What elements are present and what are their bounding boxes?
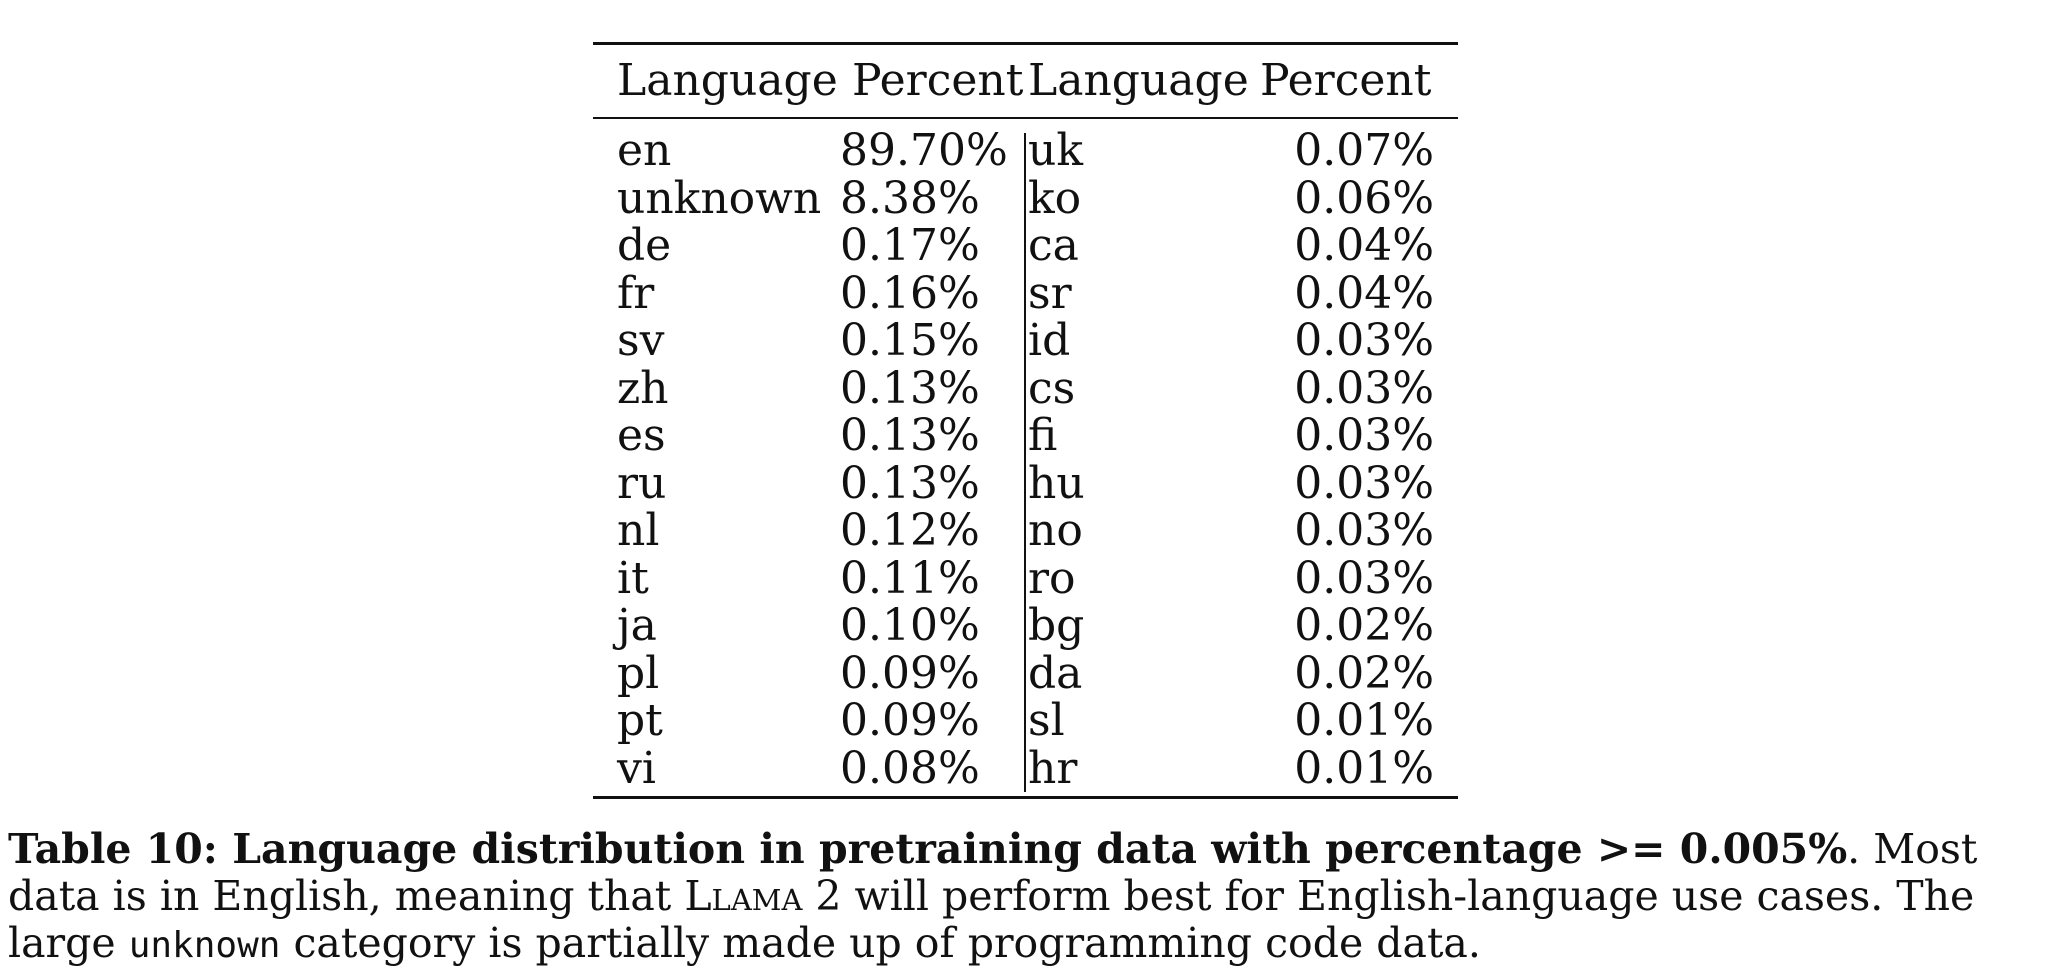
cell-language-1: pt <box>617 695 663 746</box>
table-body: en 89.70% uk 0.07% unknown 8.38% ko 0.06% de 0.17… <box>593 119 1458 796</box>
cell-language-2: ro <box>1028 552 1076 604</box>
cell-language-1: nl <box>617 505 660 556</box>
cell-percent-1: 0.13% <box>840 410 980 461</box>
cell-language-2: cs <box>1028 362 1076 414</box>
cell-language-1: es <box>617 410 666 461</box>
table-bottom-rule <box>593 796 1458 799</box>
cell-language-1: de <box>617 220 672 271</box>
caption-text-1: . Most data is in English, meaning that <box>8 825 1978 920</box>
cell-percent-1: 0.17% <box>840 220 980 271</box>
cell-percent-1: 0.13% <box>840 362 980 414</box>
cell-language-2: id <box>1028 315 1071 366</box>
cell-percent-2: 0.03% <box>1294 505 1434 556</box>
cell-language-1: pl <box>617 647 660 699</box>
caption-text-3: category is partially made up of program… <box>280 919 1481 967</box>
cell-percent-2: 0.03% <box>1294 457 1434 509</box>
cell-percent-2: 0.04% <box>1294 267 1434 319</box>
cell-language-2: sr <box>1028 267 1072 319</box>
cell-percent-1: 0.08% <box>840 742 980 794</box>
cell-percent-1: 0.10% <box>840 600 980 651</box>
cell-percent-1: 0.15% <box>840 315 980 366</box>
cell-percent-2: 0.03% <box>1294 410 1434 461</box>
cell-percent-1: 0.12% <box>840 505 980 556</box>
table-row: nl 0.12% no 0.03% <box>593 507 1458 555</box>
cell-language-1: it <box>617 552 649 604</box>
cell-language-1: fr <box>617 267 655 319</box>
cell-language-2: fi <box>1028 410 1058 461</box>
cell-percent-2: 0.06% <box>1294 172 1434 224</box>
cell-language-2: da <box>1028 647 1083 699</box>
cell-percent-2: 0.01% <box>1294 695 1434 746</box>
cell-percent-2: 0.02% <box>1294 600 1434 651</box>
table-caption: Table 10: Language distribution in pretr… <box>8 826 2058 969</box>
cell-percent-1: 0.13% <box>840 457 980 509</box>
cell-percent-2: 0.03% <box>1294 362 1434 414</box>
cell-percent-1: 0.09% <box>840 695 980 746</box>
table-header-rule <box>593 117 1458 119</box>
table-row: zh 0.13% cs 0.03% <box>593 362 1458 414</box>
table-row: pl 0.09% da 0.02% <box>593 647 1458 699</box>
cell-language-1: en <box>617 125 672 176</box>
cell-percent-2: 0.02% <box>1294 647 1434 699</box>
table-row: de 0.17% ca 0.04% <box>593 222 1458 270</box>
cell-language-2: bg <box>1028 600 1085 651</box>
table-row: ru 0.13% hu 0.03% <box>593 457 1458 509</box>
cell-language-2: ca <box>1028 220 1079 271</box>
cell-percent-2: 0.07% <box>1294 125 1434 176</box>
cell-language-1: sv <box>617 315 665 366</box>
cell-percent-2: 0.01% <box>1294 742 1434 794</box>
table-column-divider <box>1024 133 1026 792</box>
table-row: it 0.11% ro 0.03% <box>593 552 1458 604</box>
cell-language-1: ru <box>617 457 667 509</box>
cell-percent-1: 0.16% <box>840 267 980 319</box>
cell-percent-1: 0.11% <box>840 552 980 604</box>
table-row: sv 0.15% id 0.03% <box>593 317 1458 365</box>
cell-language-1: zh <box>617 362 669 414</box>
table-row: vi 0.08% hr 0.01% <box>593 742 1458 794</box>
cell-language-2: no <box>1028 505 1083 556</box>
language-distribution-table: Language Percent Language Percent en 89.7… <box>593 42 1458 799</box>
cell-language-2: hu <box>1028 457 1085 509</box>
caption-text-2: will perform best for English-language u… <box>8 872 1975 967</box>
caption-model-name: Llama 2 <box>684 872 842 920</box>
cell-language-1: ja <box>617 600 657 651</box>
cell-percent-1: 89.70% <box>840 125 1008 176</box>
cell-percent-2: 0.03% <box>1294 315 1434 366</box>
cell-language-1: vi <box>617 742 656 794</box>
cell-language-2: hr <box>1028 742 1078 794</box>
cell-language-2: uk <box>1028 125 1083 176</box>
header-language-2: Language <box>1028 55 1249 107</box>
table-row: ja 0.10% bg 0.02% <box>593 602 1458 650</box>
cell-percent-2: 0.03% <box>1294 552 1434 604</box>
header-percent-1: Percent <box>852 55 1024 107</box>
caption-title: Table 10: Language distribution in pretr… <box>8 825 1848 873</box>
cell-language-2: ko <box>1028 172 1082 224</box>
table-row: unknown 8.38% ko 0.06% <box>593 172 1458 224</box>
caption-code-word: unknown <box>128 925 281 966</box>
table-row: pt 0.09% sl 0.01% <box>593 697 1458 745</box>
cell-percent-1: 0.09% <box>840 647 980 699</box>
cell-language-1: unknown <box>617 172 822 224</box>
cell-percent-2: 0.04% <box>1294 220 1434 271</box>
table-row: fr 0.16% sr 0.04% <box>593 267 1458 319</box>
header-language-1: Language <box>617 55 838 107</box>
table-row: es 0.13% fi 0.03% <box>593 412 1458 460</box>
table-top-rule <box>593 42 1458 45</box>
table-row: en 89.70% uk 0.07% <box>593 127 1458 175</box>
cell-language-2: sl <box>1028 695 1065 746</box>
header-percent-2: Percent <box>1260 55 1432 107</box>
cell-percent-1: 8.38% <box>840 172 980 224</box>
table-header-row: Language Percent Language Percent <box>593 45 1458 117</box>
